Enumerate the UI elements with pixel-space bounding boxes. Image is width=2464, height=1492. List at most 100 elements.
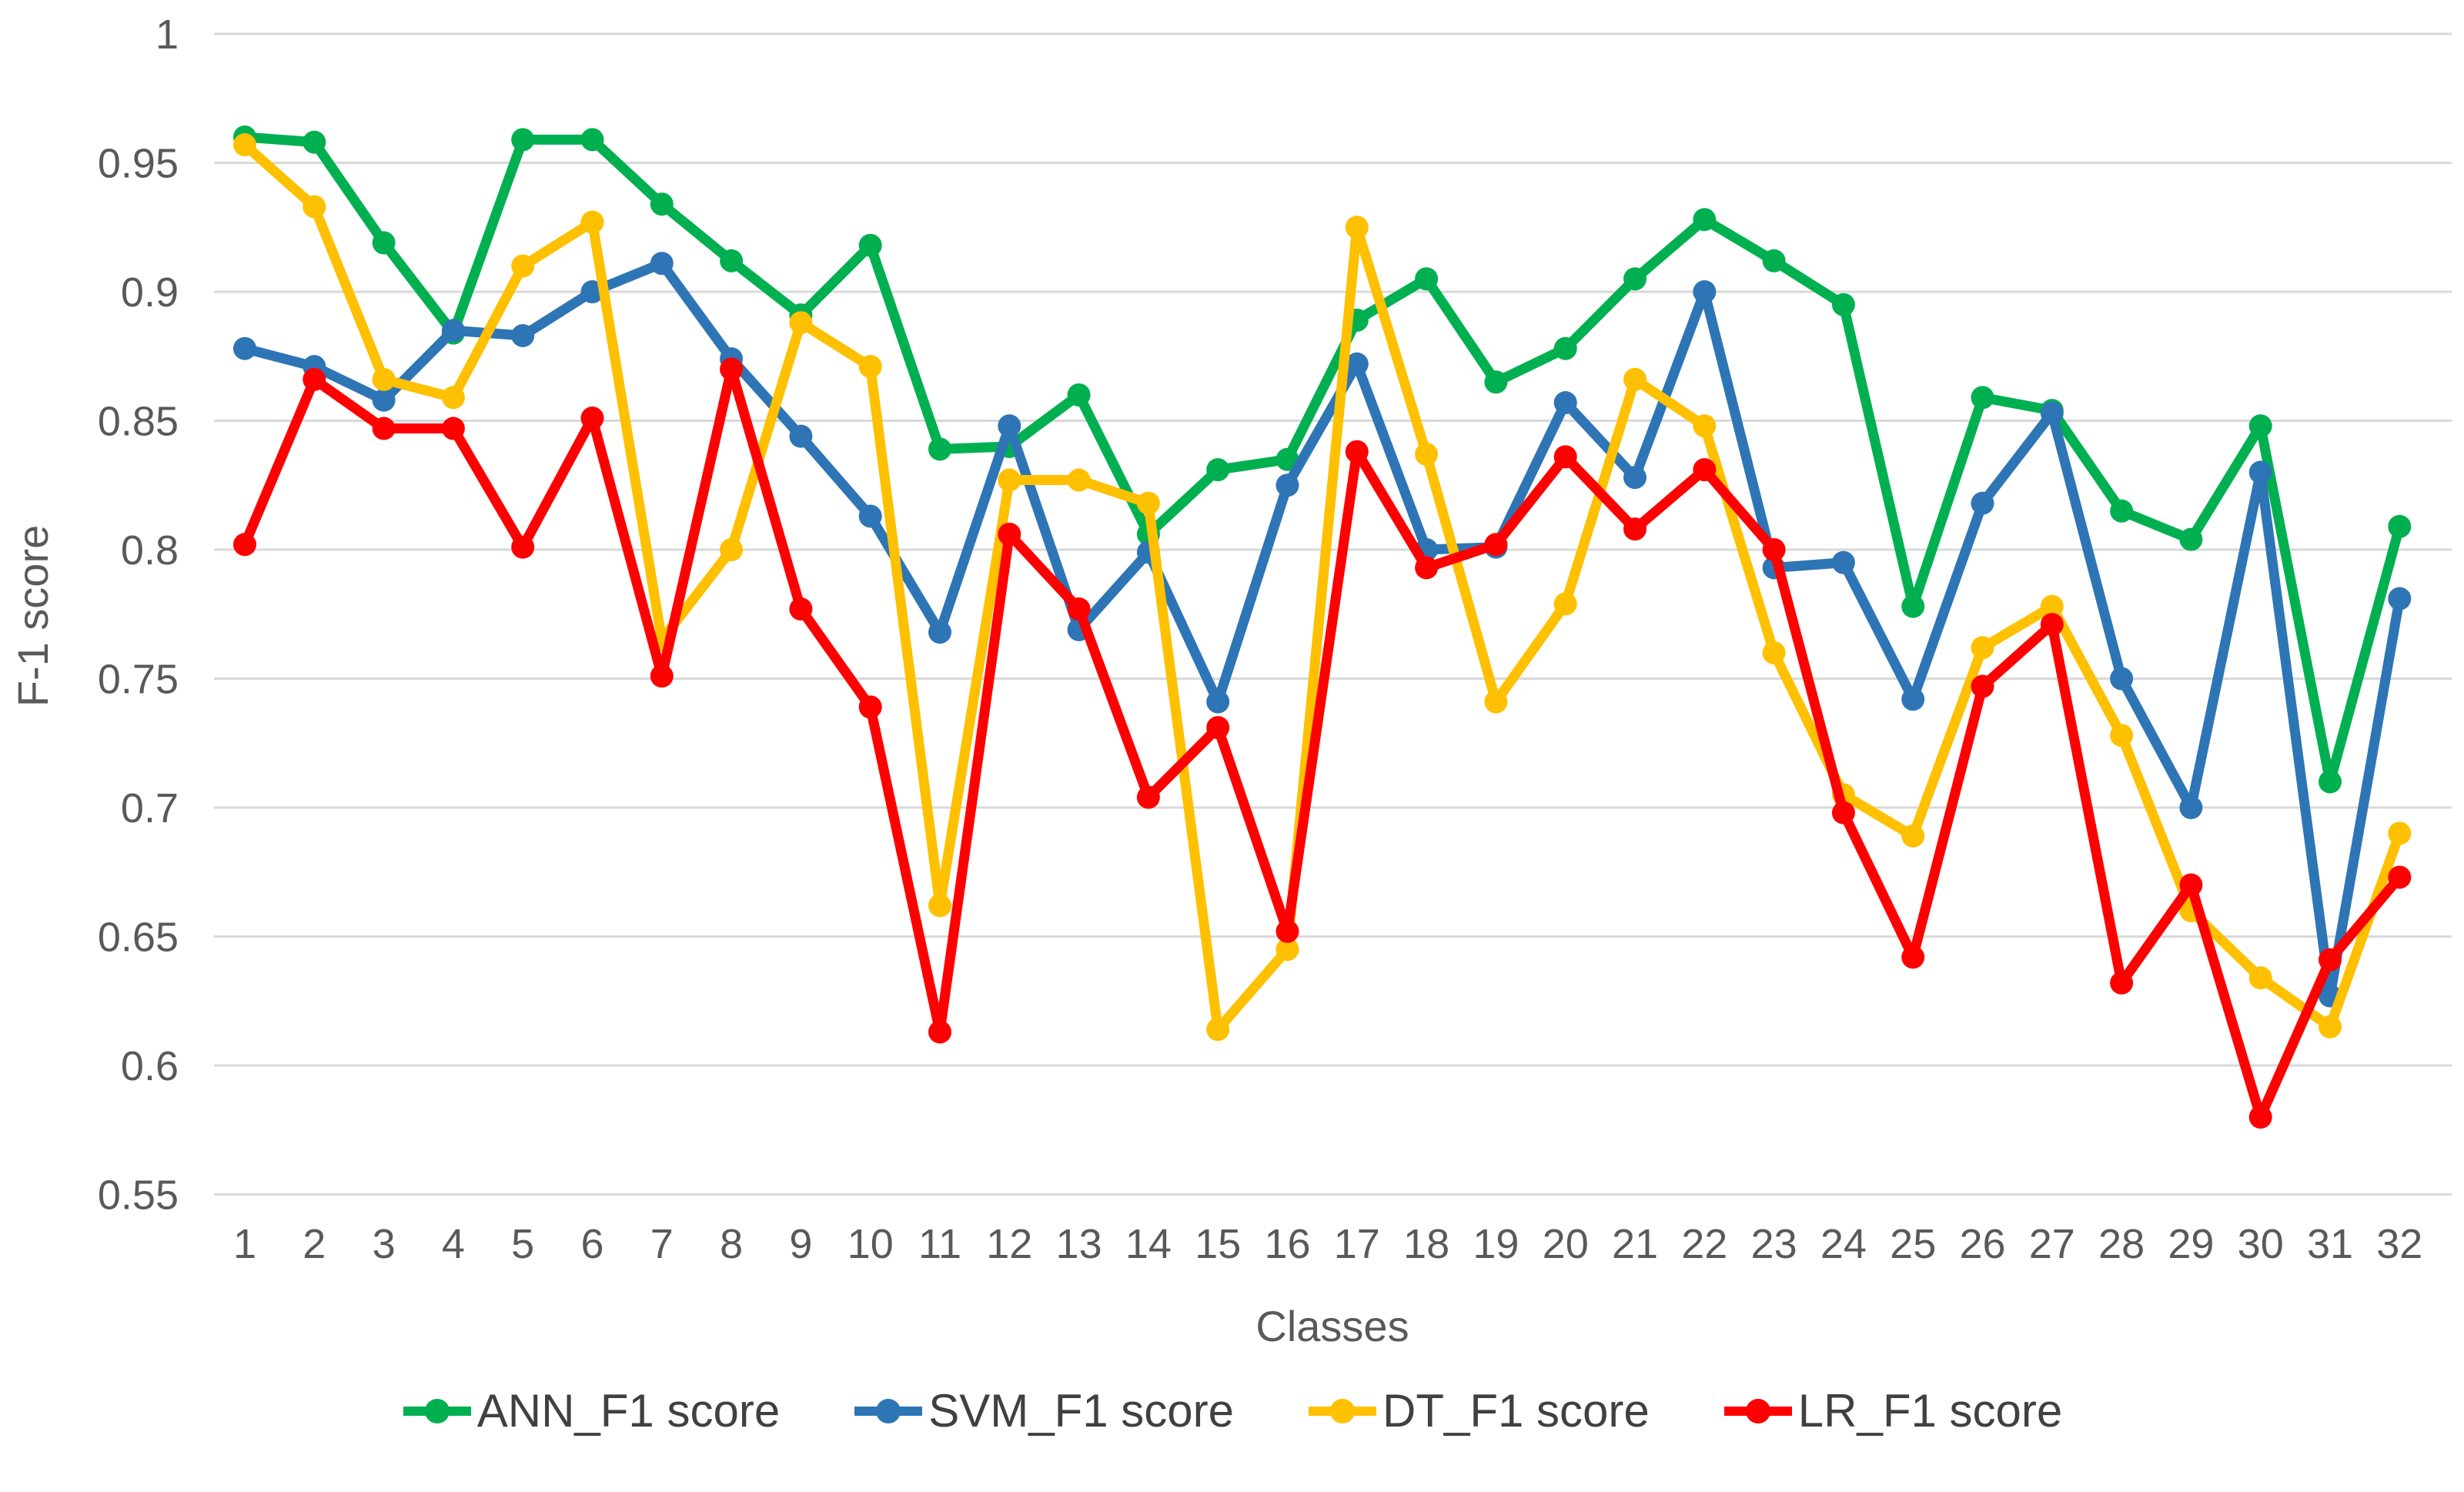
data-point-ann-f1-score-24 [1831, 293, 1855, 316]
data-point-lr-f1-score-28 [2110, 971, 2134, 995]
legend-item-dt-f1-score: DT_F1 score [1307, 1384, 1650, 1437]
x-axis-title: Classes [1255, 1302, 1409, 1350]
data-point-lr-f1-score-6 [580, 406, 604, 430]
data-point-lr-f1-score-32 [2388, 865, 2412, 889]
data-point-dt-f1-score-27 [2040, 594, 2064, 618]
legend-label-svm-f1-score: SVM_F1 score [928, 1385, 1234, 1437]
y-tick-label: 0.85 [98, 399, 179, 445]
data-point-svm-f1-score-28 [2110, 667, 2134, 691]
data-point-lr-f1-score-29 [2179, 873, 2203, 897]
legend-marker-icon [854, 1398, 923, 1423]
y-axis-title: F-1 score [8, 525, 57, 708]
y-tick-label: 0.7 [121, 785, 179, 831]
data-point-lr-f1-score-23 [1762, 538, 1786, 561]
legend-marker-icon [1723, 1398, 1792, 1423]
data-point-dt-f1-score-14 [1136, 491, 1160, 515]
data-point-svm-f1-score-22 [1693, 280, 1717, 303]
data-point-dt-f1-score-6 [580, 210, 604, 234]
data-point-dt-f1-score-13 [1067, 468, 1091, 492]
x-tick-label: 29 [2168, 1221, 2214, 1267]
x-tick-label: 6 [580, 1221, 603, 1267]
data-point-ann-f1-score-19 [1484, 370, 1508, 394]
data-point-dt-f1-score-32 [2388, 821, 2412, 845]
legend-marker-icon [1309, 1398, 1376, 1423]
data-point-lr-f1-score-19 [1484, 533, 1508, 557]
y-tick-label: 0.55 [98, 1173, 179, 1219]
legend-label-ann-f1-score: ANN_F1 score [476, 1385, 781, 1437]
x-tick-label: 21 [1612, 1221, 1658, 1267]
data-point-lr-f1-score-4 [441, 416, 465, 440]
data-point-ann-f1-score-20 [1553, 336, 1577, 360]
data-point-svm-f1-score-3 [372, 388, 396, 412]
data-point-dt-f1-score-21 [1623, 367, 1647, 391]
data-point-ann-f1-score-22 [1693, 208, 1717, 232]
x-tick-label: 32 [2376, 1221, 2422, 1267]
x-tick-label: 3 [373, 1221, 396, 1267]
data-point-ann-f1-score-30 [2248, 414, 2272, 438]
y-tick-label: 0.95 [98, 141, 179, 187]
data-point-lr-f1-score-18 [1415, 556, 1439, 580]
data-point-lr-f1-score-9 [789, 597, 813, 621]
x-tick-label: 14 [1125, 1221, 1172, 1267]
data-point-dt-f1-score-18 [1415, 443, 1439, 467]
data-point-lr-f1-score-14 [1136, 785, 1160, 809]
data-point-ann-f1-score-29 [2179, 527, 2203, 551]
data-point-svm-f1-score-29 [2179, 796, 2203, 819]
x-tick-label: 11 [918, 1221, 961, 1267]
data-point-svm-f1-score-32 [2388, 587, 2412, 611]
series-line-dt-f1-score [239, 139, 2405, 1035]
data-point-ann-f1-score-8 [720, 249, 744, 273]
data-point-lr-f1-score-13 [1067, 597, 1091, 621]
data-point-lr-f1-score-25 [1901, 945, 1925, 969]
data-point-svm-f1-score-30 [2248, 460, 2272, 484]
y-tick-label: 0.75 [98, 657, 179, 703]
x-tick-label: 20 [1543, 1221, 1589, 1267]
data-point-dt-f1-score-26 [1971, 636, 1994, 660]
data-point-ann-f1-score-11 [928, 437, 951, 461]
data-point-svm-f1-score-26 [1971, 491, 1994, 515]
data-point-svm-f1-score-11 [928, 621, 951, 644]
data-point-ann-f1-score-18 [1415, 267, 1439, 291]
data-point-ann-f1-score-32 [2388, 514, 2412, 538]
y-tick-label: 0.8 [121, 527, 179, 574]
legend-label-lr-f1-score: LR_F1 score [1797, 1385, 2063, 1437]
data-point-dt-f1-score-31 [2319, 1015, 2342, 1039]
x-tick-label: 22 [1681, 1221, 1727, 1267]
data-point-dt-f1-score-22 [1693, 414, 1717, 438]
y-tick-label: 1 [155, 12, 179, 58]
data-point-ann-f1-score-28 [2110, 499, 2134, 523]
x-tick-label: 15 [1195, 1221, 1241, 1267]
data-point-dt-f1-score-30 [2248, 966, 2272, 990]
x-tick-label: 5 [511, 1221, 534, 1267]
data-point-dt-f1-score-28 [2110, 724, 2134, 748]
data-point-svm-f1-score-20 [1553, 391, 1577, 415]
data-point-lr-f1-score-31 [2319, 948, 2342, 972]
data-point-ann-f1-score-23 [1762, 249, 1786, 273]
x-tick-label: 10 [848, 1221, 894, 1267]
legend-label-dt-f1-score: DT_F1 score [1382, 1385, 1650, 1437]
data-point-dt-f1-score-15 [1206, 1018, 1230, 1042]
data-point-svm-f1-score-27 [2040, 401, 2064, 425]
series-line-lr-f1-score [239, 364, 2405, 1122]
data-point-dt-f1-score-9 [789, 311, 813, 335]
data-point-lr-f1-score-27 [2040, 613, 2064, 637]
x-tick-label: 25 [1890, 1221, 1936, 1267]
data-point-lr-f1-score-15 [1206, 716, 1230, 740]
data-point-lr-f1-score-12 [998, 522, 1021, 546]
x-tick-label: 17 [1334, 1221, 1380, 1267]
data-point-lr-f1-score-17 [1345, 440, 1369, 463]
x-tick-label: 13 [1056, 1221, 1102, 1267]
x-tick-label: 12 [986, 1221, 1032, 1267]
x-tick-label: 19 [1473, 1221, 1519, 1267]
data-point-svm-f1-score-7 [650, 252, 674, 276]
data-point-dt-f1-score-10 [858, 355, 882, 379]
data-point-dt-f1-score-16 [1275, 938, 1299, 962]
data-point-lr-f1-score-2 [303, 367, 326, 391]
data-point-dt-f1-score-8 [720, 538, 744, 561]
x-tick-label: 31 [2307, 1221, 2353, 1267]
x-tick-label: 26 [1959, 1221, 2005, 1267]
x-tick-label: 27 [2029, 1221, 2075, 1267]
data-point-dt-f1-score-20 [1553, 592, 1577, 616]
